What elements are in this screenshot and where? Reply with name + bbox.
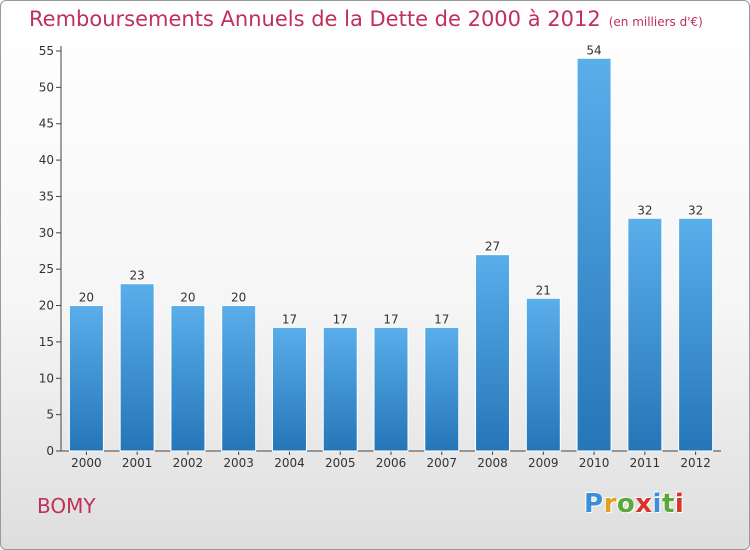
data-label-2012: 32: [688, 203, 703, 217]
bar-2011: [627, 217, 663, 452]
bar-2002: [170, 305, 206, 452]
bar-2006: [373, 326, 409, 452]
data-label-2009: 21: [536, 283, 551, 297]
x-tick-label-2006: 2006: [376, 456, 407, 470]
y-tick-label: 55: [39, 44, 54, 58]
logo-letter: t: [661, 489, 675, 519]
logo-letter: P: [584, 489, 604, 519]
bar-2009: [525, 297, 561, 452]
y-tick-label: 50: [39, 80, 54, 94]
y-tick-label: 30: [39, 226, 54, 240]
bar-2005: [322, 326, 358, 452]
bar-2012: [678, 217, 714, 452]
bar-2000: [68, 305, 104, 452]
logo-letter: r: [603, 489, 617, 519]
chart-title-unit: (en milliers d'€): [608, 15, 703, 29]
x-tick-label-2008: 2008: [477, 456, 508, 470]
x-tick-label-2007: 2007: [426, 456, 457, 470]
data-label-2000: 20: [79, 291, 94, 305]
chart-title: Remboursements Annuels de la Dette de 20…: [29, 7, 703, 31]
x-tick-label-2003: 2003: [223, 456, 254, 470]
data-labels: 20 23 20 20 17 17 17 17 27 21 54 32 32: [79, 43, 704, 326]
y-tick-label: 35: [39, 189, 54, 203]
x-tick-label-2001: 2001: [122, 456, 153, 470]
y-tick-label: 20: [39, 299, 54, 313]
data-label-2005: 17: [333, 312, 348, 326]
data-label-2011: 32: [637, 203, 652, 217]
axes: 0 5 10 15 20 25 30 35 40 45 50 55 2000 2001 2002 2003 20…: [39, 44, 721, 470]
data-label-2007: 17: [434, 312, 449, 326]
y-tick-label: 40: [39, 153, 54, 167]
x-tick-label-2004: 2004: [274, 456, 305, 470]
logo-letter: i: [652, 489, 662, 519]
chart-title-text: Remboursements Annuels de la Dette de 20…: [29, 7, 601, 31]
data-label-2004: 17: [282, 312, 297, 326]
y-tick-label: 10: [39, 371, 54, 385]
bar-2007: [424, 326, 460, 452]
y-tick-label: 45: [39, 117, 54, 131]
data-label-2010: 54: [586, 43, 601, 57]
x-tick-label-2012: 2012: [680, 456, 711, 470]
bar-2010: [576, 57, 612, 452]
x-tick-label-2009: 2009: [528, 456, 559, 470]
y-tick-label: 15: [39, 335, 54, 349]
bar-2003: [221, 305, 257, 452]
data-label-2001: 23: [130, 269, 145, 283]
x-tick-label-2010: 2010: [579, 456, 610, 470]
bars: [68, 57, 714, 452]
data-label-2006: 17: [383, 312, 398, 326]
data-label-2008: 27: [485, 240, 500, 254]
data-label-2003: 20: [231, 291, 246, 305]
y-tick-label: 25: [39, 262, 54, 276]
bar-2001: [119, 283, 155, 452]
proxiti-logo: Proxiti: [584, 489, 684, 519]
y-tick-label: 0: [46, 444, 54, 458]
logo-letter: x: [635, 489, 653, 519]
x-tick-label-2011: 2011: [630, 456, 661, 470]
data-label-2002: 20: [180, 291, 195, 305]
bar-2008: [475, 254, 511, 452]
y-tick-label: 5: [46, 408, 54, 422]
bar-2004: [271, 326, 307, 452]
x-tick-label-2002: 2002: [173, 456, 204, 470]
logo-letter: o: [616, 489, 636, 519]
x-tick-label-2005: 2005: [325, 456, 356, 470]
x-tick-label-2000: 2000: [71, 456, 102, 470]
commune-name: BOMY: [37, 494, 96, 518]
logo-letter: i: [674, 489, 685, 519]
